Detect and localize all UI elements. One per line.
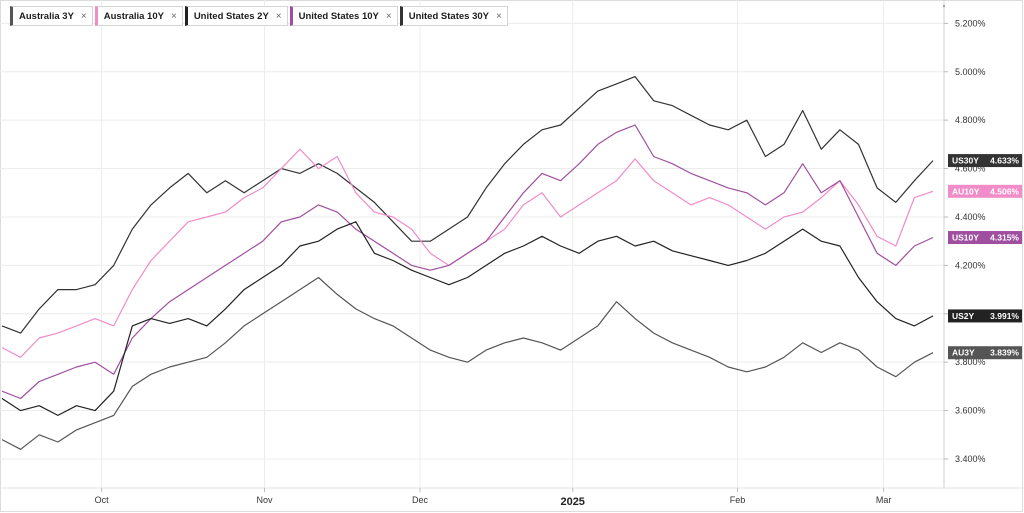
series-tab-united-states-10y[interactable]: United States 10Y × [289,6,398,26]
y-tick-label: 4.800% [955,115,986,125]
last-value-badges: US30Y 4.633% AU10Y 4.506% US10Y 4.315% US2Y 3.9… [948,154,1022,360]
badge-us30y: US30Y 4.633% [948,154,1022,168]
series-tab-australia-10y[interactable]: Australia 10Y × [94,6,183,26]
series-tab-label: United States 10Y [298,10,379,22]
close-icon[interactable]: × [80,10,87,22]
x-tick-label: Mar [876,495,892,505]
series-line-us10y [1,124,934,400]
badge-au3y: AU3Y 3.839% [948,346,1022,360]
badge-label: US30Y [952,156,979,166]
badge-label: US2Y [952,311,975,321]
series-tab-label: United States 30Y [408,10,489,22]
badge-label: AU10Y [952,186,980,196]
badge-value: 3.991% [990,311,1019,321]
series-line-us30y [1,76,934,334]
badge-value: 4.633% [990,156,1019,166]
x-tick-label: Dec [412,495,429,505]
badge-us10y: US10Y 4.315% [948,231,1022,245]
close-icon[interactable]: × [275,10,282,22]
series-lines [1,76,934,450]
badge-background [948,231,1022,245]
y-tick-label: 5.200% [955,18,986,28]
badge-us2y: US2Y 3.991% [948,309,1022,323]
close-icon[interactable]: × [170,10,177,22]
badge-value: 4.506% [990,186,1019,196]
y-tick-label: 4.400% [955,212,986,222]
series-tab-united-states-30y[interactable]: United States 30Y × [399,6,508,26]
series-tab-united-states-2y[interactable]: United States 2Y × [184,6,288,26]
y-tick-label: 3.600% [955,406,986,416]
x-tick-label: Feb [730,495,746,505]
axis-handle[interactable] [943,5,945,7]
y-tick-label: 5.000% [955,67,986,77]
series-tabs: Australia 3Y × Australia 10Y × United States… [10,6,508,26]
y-tick-label: 4.200% [955,260,986,270]
y-tick-label: 3.400% [955,454,986,464]
y-tick-label: 3.800% [955,357,986,367]
badge-background [948,346,1022,360]
series-line-au3y [1,276,934,450]
series-tab-label: Australia 10Y [103,10,164,22]
x-axis: Oct Nov Dec 2025 Feb Mar [0,487,1024,508]
x-tick-label: 2025 [560,496,584,508]
close-icon[interactable]: × [385,10,392,22]
x-tick-label: Oct [95,495,110,505]
x-tick-label: Nov [257,495,274,505]
badge-value: 4.315% [990,233,1019,243]
badge-label: AU3Y [952,348,975,358]
badge-background [948,184,1022,198]
close-icon[interactable]: × [495,10,502,22]
badge-label: US10Y [952,233,979,243]
badge-background [948,154,1022,168]
series-tab-label: United States 2Y [193,10,269,22]
series-line-us2y [1,221,934,416]
series-tab-australia-3y[interactable]: Australia 3Y × [10,6,93,26]
badge-value: 3.839% [990,348,1019,358]
y-tick-label: 4.600% [955,164,986,174]
series-tab-label: Australia 3Y [19,10,74,22]
badge-background [948,309,1022,323]
badge-au10y: AU10Y 4.506% [948,184,1022,198]
